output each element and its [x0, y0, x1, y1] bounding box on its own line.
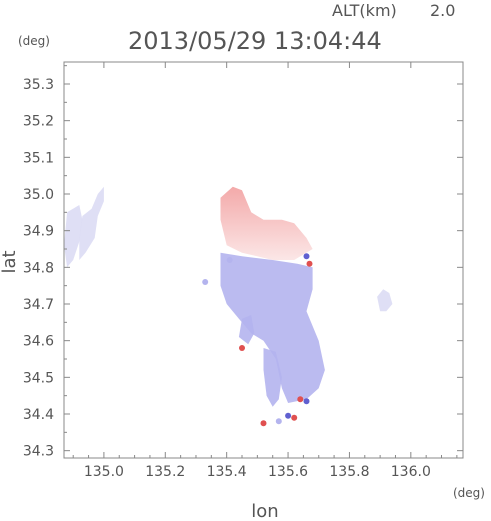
y-tick-label: 35.0	[23, 187, 54, 203]
echo-region-east-fringe	[377, 289, 393, 312]
echo-region-west-fringe-b	[79, 186, 104, 260]
echo-blob	[291, 414, 298, 421]
echo-blob	[275, 418, 282, 425]
x-axis: 135.0 135.2 135.4 135.6 135.8 136.0	[72, 62, 458, 480]
y-tick-label: 35.3	[23, 77, 54, 93]
echo-region-south-tail	[263, 348, 282, 407]
echo-region-north-red-cell	[220, 186, 313, 260]
echo-region-main-blue-body	[220, 252, 325, 403]
echo-blob	[303, 398, 310, 405]
echo-blob	[297, 396, 304, 403]
echo-blob	[226, 257, 233, 263]
data-layer	[64, 186, 393, 427]
echo-region-west-edge-cell	[238, 315, 255, 345]
y-tick-label: 34.9	[23, 224, 54, 240]
x-tick-label: 136.0	[391, 464, 431, 480]
y-unit-label: (deg)	[18, 34, 50, 48]
echo-blob	[202, 279, 209, 285]
y-tick-label: 34.6	[23, 334, 54, 350]
y-tick-label: 34.4	[23, 407, 54, 423]
echo-region-west-fringe-a	[64, 205, 83, 268]
y-tick-label: 34.8	[23, 260, 54, 276]
x-tick-label: 135.2	[145, 464, 185, 480]
echo-blob	[285, 412, 292, 419]
x-unit-label: (deg)	[453, 486, 485, 500]
y-tick-label: 34.3	[23, 444, 54, 460]
y-tick-label: 35.2	[23, 114, 54, 130]
y-tick-label: 34.5	[23, 370, 54, 386]
altitude-label: ALT(km)	[332, 1, 397, 20]
y-axis: 34.3 34.4 34.5 34.6 34.7 34.8 34.9 35.0 35.1 35.2…	[23, 65, 463, 460]
echo-blob	[239, 345, 245, 351]
page-title: 2013/05/29 13:04:44	[128, 27, 382, 55]
x-tick-label: 135.8	[329, 464, 369, 480]
echo-blob	[260, 420, 267, 427]
echo-blob	[306, 260, 313, 267]
y-tick-label: 34.7	[23, 297, 54, 313]
x-tick-label: 135.0	[84, 464, 124, 480]
y-axis-title: lat	[0, 250, 20, 273]
altitude-value: 2.0	[430, 1, 455, 20]
x-axis-title: lon	[251, 501, 278, 521]
x-tick-label: 135.6	[268, 464, 308, 480]
y-tick-label: 35.1	[23, 150, 54, 166]
echo-blob	[303, 253, 310, 260]
plot-frame	[63, 61, 464, 459]
x-tick-label: 135.4	[207, 464, 247, 480]
